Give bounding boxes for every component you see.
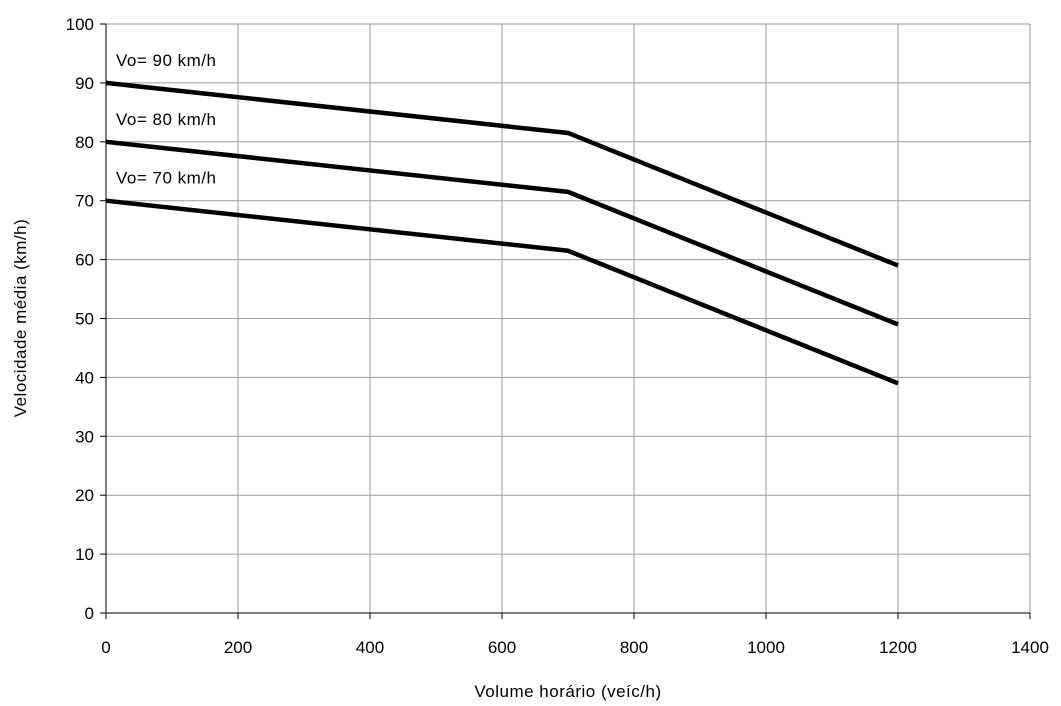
x-tick-label: 600 bbox=[488, 638, 516, 657]
y-tick-label: 40 bbox=[75, 368, 94, 387]
x-tick-label: 1400 bbox=[1011, 638, 1049, 657]
y-tick-label: 10 bbox=[75, 545, 94, 564]
x-tick-label: 0 bbox=[101, 638, 110, 657]
series-line-1 bbox=[105, 80, 899, 268]
x-axis-title: Volume horário (veíc/h) bbox=[474, 682, 661, 701]
x-tick-label: 400 bbox=[356, 638, 384, 657]
y-tick-label: 80 bbox=[75, 133, 94, 152]
series-label-2: Vo= 80 km/h bbox=[116, 110, 216, 129]
series-line-2 bbox=[105, 139, 899, 327]
series-label-3: Vo= 70 km/h bbox=[116, 169, 216, 188]
x-tick-label: 1000 bbox=[747, 638, 785, 657]
series-group bbox=[105, 80, 899, 386]
y-tick-label: 0 bbox=[85, 604, 94, 623]
series-label-1: Vo= 90 km/h bbox=[116, 51, 216, 70]
y-tick-label: 50 bbox=[75, 310, 94, 329]
y-tick-label: 90 bbox=[75, 74, 94, 93]
series-line-3 bbox=[105, 198, 899, 386]
series-labels: Vo= 90 km/h Vo= 80 km/h Vo= 70 km/h bbox=[116, 51, 216, 188]
y-tick-label: 100 bbox=[66, 15, 94, 34]
y-tick-label: 70 bbox=[75, 192, 94, 211]
y-tick-label: 30 bbox=[75, 427, 94, 446]
y-tick-label: 20 bbox=[75, 486, 94, 505]
axes bbox=[100, 23, 1031, 619]
y-tick-label: 60 bbox=[75, 251, 94, 270]
x-tick-label: 1200 bbox=[879, 638, 917, 657]
grid bbox=[106, 23, 1031, 613]
x-tick-label: 800 bbox=[620, 638, 648, 657]
x-tick-label: 200 bbox=[224, 638, 252, 657]
y-axis-title: Velocidade média (km/h) bbox=[11, 219, 30, 418]
